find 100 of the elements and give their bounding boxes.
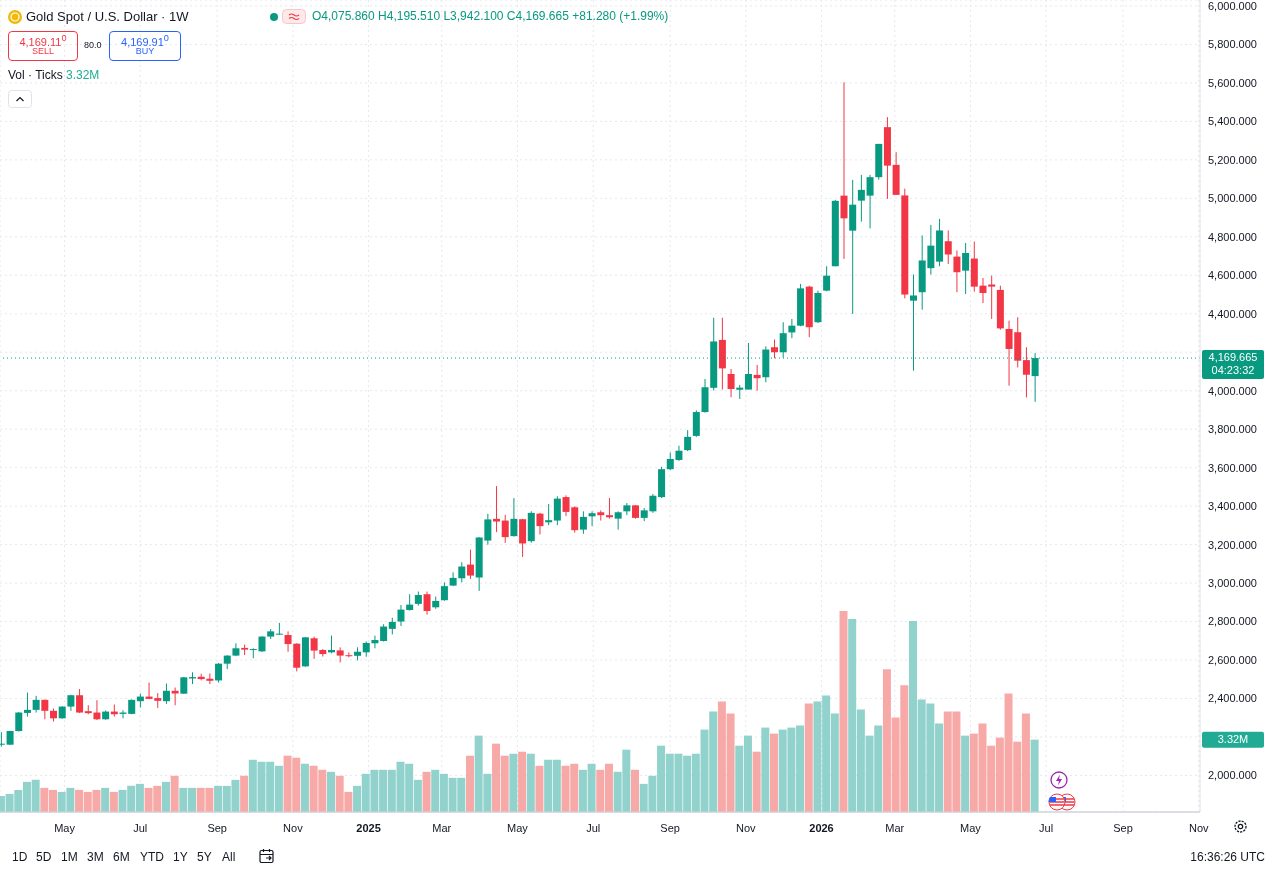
candlestick (579, 510, 587, 535)
x-tick-label: Sep (207, 822, 227, 834)
text: All (222, 850, 236, 864)
y-tick-label: 3,800.000 (1208, 423, 1257, 436)
candlestick (614, 510, 622, 531)
candlestick (753, 364, 761, 392)
candlestick (588, 510, 596, 527)
bar (422, 771, 431, 812)
text: 04:23:32 (1211, 364, 1255, 377)
candlestick (771, 339, 779, 359)
candlestick (284, 630, 292, 653)
annotation: Vol · Ticks (8, 68, 63, 82)
text: 16:36:26 UTC (1190, 850, 1265, 864)
x-tick-label: Mar (432, 822, 452, 834)
bar (961, 735, 970, 812)
candlestick (15, 711, 23, 733)
candlestick (440, 581, 448, 602)
y-tick-label: 6,000.000 (1208, 0, 1257, 12)
x-tick-label: Jul (1039, 822, 1054, 834)
y-tick-label: 5,600.000 (1208, 76, 1257, 89)
candlestick (605, 497, 613, 520)
y-tick-label: 4,800.000 (1208, 230, 1257, 243)
y-tick-label: 2,600.000 (1208, 653, 1257, 666)
candlestick (684, 429, 692, 452)
candlestick (545, 503, 553, 526)
bar (109, 791, 118, 812)
candlestick (988, 275, 996, 320)
candlestick (23, 692, 31, 718)
candlestick (727, 368, 735, 398)
x-tick-label: Jul (586, 822, 601, 834)
bar (804, 703, 813, 812)
bar (326, 771, 335, 812)
text: 5Y (197, 850, 212, 864)
x-tick-label: Nov (283, 822, 304, 834)
candlestick (41, 698, 49, 720)
bar (170, 775, 179, 812)
x-tick-label: Nov (1188, 822, 1210, 834)
x-tick-label: May (507, 822, 529, 834)
x-tick-label: Nov (736, 822, 757, 834)
bar (526, 753, 535, 812)
x-tick-label: 2025 (356, 822, 381, 834)
candlestick (206, 672, 214, 685)
bar (465, 755, 474, 812)
x-tick-label: Sep (660, 822, 680, 834)
annotation: SELL (32, 46, 54, 56)
candlestick (397, 604, 405, 627)
candlestick (466, 549, 474, 580)
candlestick (493, 485, 501, 533)
candlestick (944, 229, 952, 265)
candlestick (857, 174, 865, 223)
candlestick (553, 495, 561, 526)
y-tick-label: 3,200.000 (1208, 538, 1257, 551)
bar (631, 769, 640, 812)
bar (752, 751, 761, 812)
candlestick (823, 265, 831, 292)
bar (240, 775, 249, 812)
candlestick (962, 242, 970, 295)
bar (509, 753, 518, 812)
text: 1M (61, 850, 78, 864)
x-tick-label: Jul (133, 822, 148, 834)
bar (1030, 739, 1039, 812)
y-tick-label: 3,600.000 (1208, 461, 1257, 474)
y-tick-label: 4,400.000 (1208, 307, 1257, 320)
bar (101, 787, 110, 812)
y-tick-label: 2,800.000 (1208, 615, 1257, 628)
text: 5D (36, 850, 52, 864)
annotation: O4,075.860 H4,195.510 L3,942.100 C4,169.665 +81.280 (+1.99%) (312, 9, 669, 23)
candlestick (423, 591, 431, 616)
candlestick (162, 683, 170, 705)
y-tick-label: 5,000.000 (1208, 192, 1257, 205)
bar (761, 727, 770, 812)
y-tick-label: 4,000.000 (1208, 384, 1257, 397)
annotation: 4,169.11$^{0}$ (18, 33, 68, 48)
candlestick (866, 174, 874, 229)
text: 3M (87, 850, 104, 864)
candlestick (275, 622, 283, 636)
annotation: 80.0 (84, 40, 102, 50)
bar (535, 765, 544, 812)
text: 3.32M (1217, 732, 1249, 745)
text: 1D (12, 850, 28, 864)
ref-line-label: 4,169.665 (1208, 351, 1258, 364)
bar (300, 763, 309, 812)
y-tick-label: 5,200.000 (1208, 153, 1257, 166)
y-tick-label: 2,000.000 (1208, 769, 1257, 782)
candlestick (458, 561, 466, 583)
bar (518, 751, 527, 812)
bar (770, 733, 779, 812)
x-tick-label: Sep (1113, 822, 1133, 834)
text: Gold Spot / U.S. Dollar · 1W (26, 9, 189, 24)
candlestick (510, 497, 518, 538)
bar (161, 781, 170, 812)
candlestick (215, 662, 223, 684)
candlestick (1022, 346, 1030, 398)
candlestick (840, 81, 848, 260)
candlestick (76, 688, 84, 714)
candlestick (371, 635, 379, 649)
candlestick (536, 512, 544, 535)
y-tick-label: 3,400.000 (1208, 500, 1257, 513)
candlestick (501, 514, 509, 544)
annotation: BUY (135, 46, 155, 56)
